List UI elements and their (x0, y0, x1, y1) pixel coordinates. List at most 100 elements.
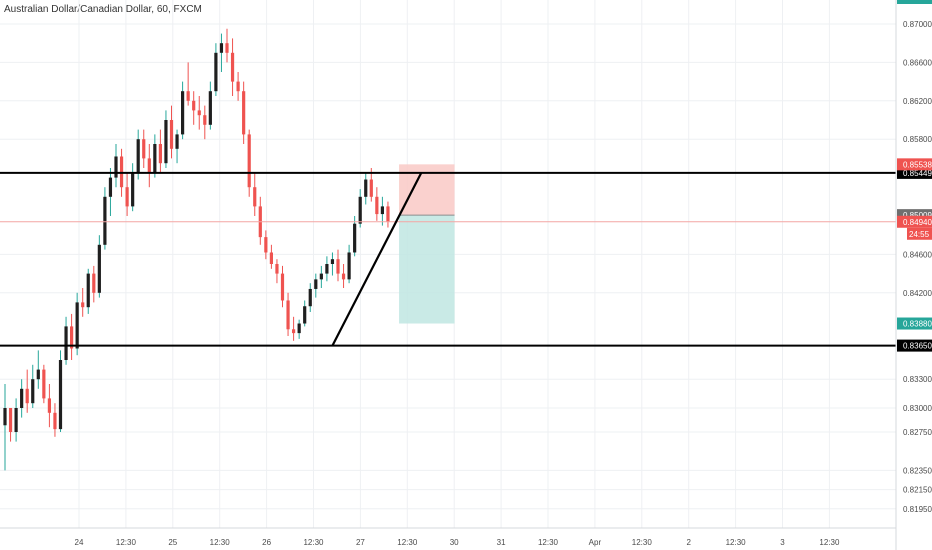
candle-body (369, 179, 373, 197)
candle-body (208, 91, 212, 125)
candle-body (225, 43, 229, 53)
x-tick-label: 27 (356, 538, 365, 547)
x-tick-label: 3 (780, 538, 785, 547)
candle-body (380, 206, 384, 215)
candle-body (325, 264, 329, 274)
x-tick-label: 12:30 (303, 538, 324, 547)
candle-body (136, 139, 140, 173)
candle-body (230, 52, 235, 82)
candle-body (219, 43, 224, 53)
candle-body (192, 100, 196, 111)
candle-body (275, 264, 279, 274)
candle-body (147, 158, 151, 173)
candle-body (341, 273, 346, 280)
y-tick-label: 0.84200 (903, 289, 932, 298)
x-tick-label: 12:30 (210, 538, 231, 547)
candle-body (8, 408, 13, 432)
candle-body (319, 273, 323, 280)
candle-body (280, 273, 285, 301)
candle-body (236, 81, 240, 92)
candle-body (314, 279, 318, 289)
candle-body (330, 259, 335, 264)
candle-body (36, 369, 40, 380)
time-axis[interactable]: 24 12:30 25 12:30 26 12:30 27 12:30 30 31 12:30 Apr… (0, 527, 896, 547)
candle-body (47, 398, 51, 413)
candle-body (75, 302, 79, 349)
position-zones[interactable] (399, 164, 455, 324)
candle-body (203, 115, 207, 125)
candle-body (125, 187, 129, 207)
x-tick-label: 12:30 (632, 538, 653, 547)
y-tick-label: 0.85800 (903, 135, 932, 144)
y-tick-label: 0.81950 (903, 505, 932, 514)
candle-body (108, 177, 113, 197)
resistance-label: 0.85449 (903, 169, 932, 178)
candle-body (169, 120, 174, 149)
support-label: 0.83650 (903, 342, 932, 351)
take-profit-zone[interactable] (399, 215, 455, 324)
candle-body (242, 91, 246, 135)
y-tick-label: 0.83300 (903, 375, 932, 384)
candle-body (353, 223, 357, 253)
candle-body (375, 196, 379, 215)
x-tick-label: 12:30 (116, 538, 137, 547)
y-tick-label: 0.84600 (903, 250, 932, 259)
candle-body (214, 52, 218, 92)
x-tick-label: Apr (589, 538, 602, 547)
y-tick-label: 0.86600 (903, 58, 932, 67)
candle-body (264, 237, 268, 253)
candle-body (119, 156, 124, 188)
candle-body (158, 144, 162, 164)
y-tick-label: 0.87000 (903, 20, 932, 29)
candle-body (42, 369, 46, 399)
x-tick-label: 12:30 (397, 538, 418, 547)
y-tick-label: 0.86200 (903, 97, 932, 106)
candle-body (20, 388, 24, 408)
y-tick-label: 0.82150 (903, 486, 932, 495)
candle-body (14, 408, 18, 432)
chart-title: Australian Dollar/Canadian Dollar, 60, F… (4, 4, 202, 15)
candle-body (64, 326, 68, 360)
target-price-pill (897, 317, 932, 330)
candle-body (269, 252, 273, 264)
candle-body (347, 252, 351, 280)
candle-body (25, 388, 29, 404)
candle-body (31, 379, 35, 404)
y-tick-label: 0.83000 (903, 404, 932, 413)
entry-price-label: 0.85009 (903, 211, 932, 220)
candle-body (297, 323, 301, 334)
stop-price-pill (897, 158, 932, 171)
x-tick-label: 12:30 (726, 538, 747, 547)
drawn-lines[interactable] (0, 171, 896, 347)
candle-body (286, 300, 290, 330)
current-price-label: 0.84940 (903, 218, 932, 227)
candle-body (358, 196, 362, 224)
candle-body (186, 91, 190, 101)
y-tick-label: 0.82350 (903, 466, 932, 475)
candle-body (103, 196, 107, 245)
candle-body (197, 110, 201, 116)
current-price-pill (897, 215, 932, 228)
x-tick-label: 25 (168, 538, 177, 547)
trend-line[interactable] (331, 172, 423, 347)
candle-body (308, 288, 312, 307)
x-tick-label: 12:30 (538, 538, 559, 547)
price-axis[interactable]: 0.87000 0.86600 0.86200 0.85800 0.84600 0.842… (895, 0, 932, 550)
countdown-pill (907, 227, 932, 240)
candle-body (92, 273, 96, 293)
candle-body (53, 412, 57, 430)
candle-body (253, 187, 257, 207)
candle-body (114, 156, 118, 178)
y-tick-label: 0.82750 (903, 428, 932, 437)
candle-body (181, 91, 185, 135)
candle-body (386, 206, 390, 222)
candle-body (97, 244, 101, 293)
x-tick-label: 30 (450, 538, 459, 547)
candle-body (70, 326, 74, 349)
candle-body (86, 273, 90, 308)
x-tick-label: 2 (686, 538, 691, 547)
candle-body (364, 179, 368, 197)
x-tick-label: 24 (75, 538, 84, 547)
x-tick-label: 26 (262, 538, 271, 547)
